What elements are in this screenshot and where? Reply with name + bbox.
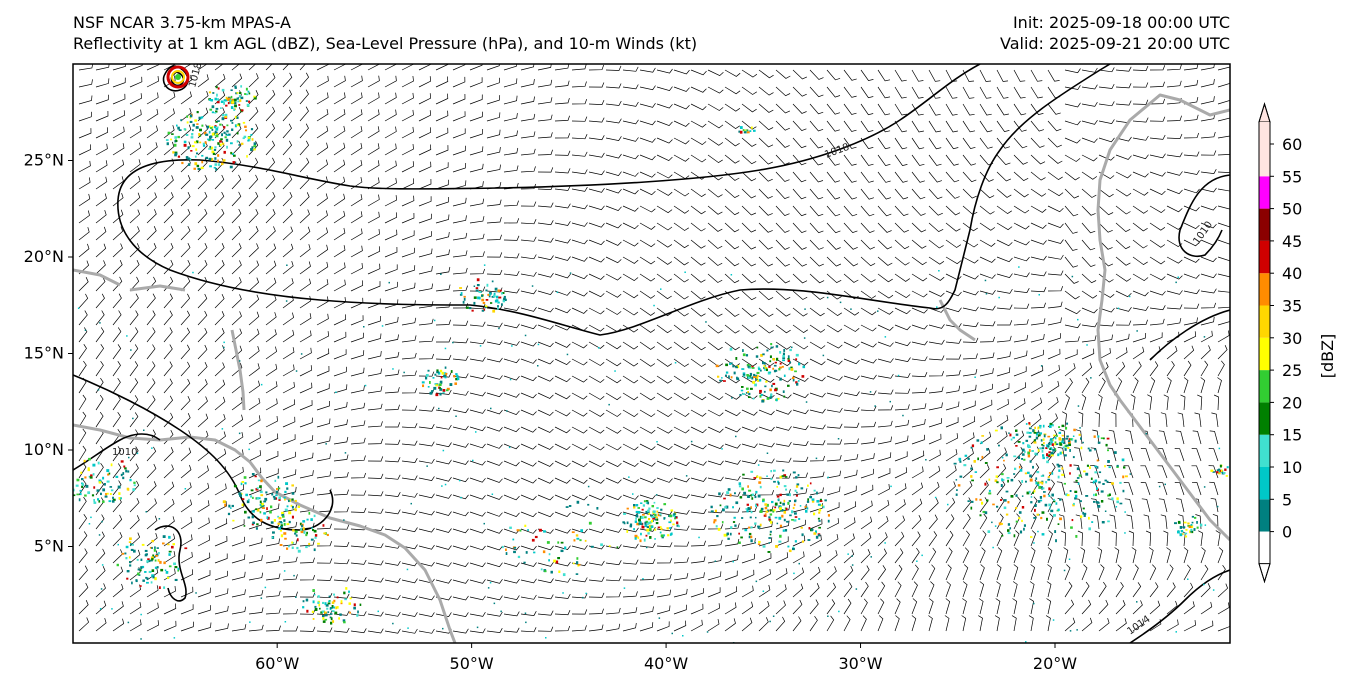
coastline-africa-west [1096, 93, 1230, 542]
colorbar-swatch [1259, 144, 1270, 177]
lat-tick-label: 10°N [24, 440, 64, 459]
isobar-southeast-1014 [1129, 569, 1230, 643]
map-background [73, 64, 1230, 643]
colorbar-tick-label: 10 [1282, 458, 1302, 477]
coastline-antilles [230, 329, 246, 411]
colorbar-swatch [1259, 337, 1270, 371]
isobar-guyana [154, 525, 187, 602]
lat-tick-label: 25°N [24, 151, 64, 170]
isobar-north-1018 [117, 64, 1111, 336]
map-layers: 1018 1018 1010 1010 1014 [73, 64, 1230, 643]
isobar-africa-1010 [1178, 174, 1230, 257]
colorbar-tick-label: 15 [1282, 426, 1302, 445]
coastline-cape-verde [938, 299, 976, 342]
colorbar-swatch [1259, 176, 1270, 209]
reflectivity-layer [73, 85, 1229, 643]
colorbar-swatch [1259, 499, 1270, 532]
lat-tick-label: 5°N [34, 537, 64, 556]
figure-title-left: NSF NCAR 3.75-km MPAS-A Reflectivity at … [73, 12, 697, 54]
isobar-venezuela-1010 [73, 433, 161, 471]
colorbar-swatch [1259, 467, 1270, 500]
isobar-label: 1010 [112, 447, 137, 458]
colorbar-swatch [1259, 240, 1270, 274]
reflectivity-colorbar: 0 5 10 15 20 25 30 35 40 45 50 55 60 [1258, 102, 1302, 584]
colorbar-outline [1258, 102, 1271, 584]
colorbar-swatch [1259, 122, 1270, 152]
colorbar-swatch [1259, 370, 1270, 403]
colorbar-tick-label: 35 [1282, 297, 1302, 316]
colorbar-swatch [1259, 273, 1270, 306]
colorbar-swatch [1259, 402, 1270, 435]
colorbar-tick-label: 30 [1282, 329, 1302, 348]
colorbar-tick-label: 40 [1282, 264, 1302, 283]
lon-tick-label: 50°W [450, 654, 494, 673]
isobar-southwest-1010 [73, 374, 334, 531]
lon-tick-label: 20°W [1033, 654, 1077, 673]
colorbar-swatch [1259, 305, 1270, 338]
coastline-hispaniola [73, 268, 121, 287]
lon-tick-label: 30°W [838, 654, 882, 673]
colorbar-label: [dBZ] [1318, 334, 1337, 379]
tropical-storm-core [166, 65, 190, 89]
valid-time: Valid: 2025-09-21 20:00 UTC [999, 34, 1230, 53]
colorbar-tick-label: 55 [1282, 167, 1302, 186]
latitude-axis: 25°N 20°N 15°N 10°N 5°N [24, 151, 73, 556]
lat-tick-label: 20°N [24, 247, 64, 266]
colorbar-tick-label: 45 [1282, 232, 1302, 251]
colorbar-swatch [1259, 434, 1270, 467]
colorbar-swatch [1259, 208, 1270, 241]
colorbar-tick-label: 25 [1282, 361, 1302, 380]
colorbar-tick-label: 20 [1282, 393, 1302, 412]
colorbar-tick-label: 0 [1282, 523, 1292, 542]
colorbar-extend-min [1258, 563, 1271, 584]
colorbar-swatch-below [1259, 531, 1270, 564]
lon-tick-label: 60°W [255, 654, 299, 673]
longitude-axis: 60°W 50°W 40°W 30°W 20°W [255, 643, 1077, 673]
lat-tick-label: 15°N [24, 344, 64, 363]
lon-tick-label: 40°W [644, 654, 688, 673]
colorbar-tick-label: 50 [1282, 200, 1302, 219]
isobar-africa-south [1149, 309, 1230, 361]
colorbar-tick-label: 5 [1282, 490, 1292, 509]
figure-title-right: Init: 2025-09-18 00:00 UTC Valid: 2025-0… [1000, 12, 1230, 54]
init-time: Init: 2025-09-18 00:00 UTC [1012, 13, 1230, 32]
colorbar-extend-max [1258, 102, 1271, 123]
colorbar-tick-label: 60 [1282, 135, 1302, 154]
coastline-puerto-rico [129, 284, 186, 292]
field-description: Reflectivity at 1 km AGL (dBZ), Sea-Leve… [73, 34, 698, 53]
model-name: NSF NCAR 3.75-km MPAS-A [73, 13, 291, 32]
